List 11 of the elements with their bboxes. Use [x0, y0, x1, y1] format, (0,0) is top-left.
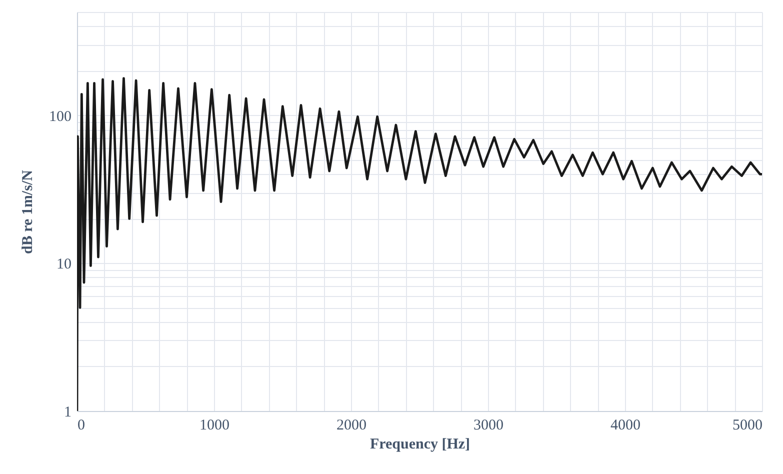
y-tick-label: 100 — [49, 108, 72, 125]
x-tick-label: 5000 — [732, 418, 762, 434]
x-tick-label: 1000 — [200, 418, 230, 434]
x-tick-label: 0 — [78, 418, 85, 434]
y-tick-label: 1 — [64, 404, 72, 420]
x-tick-label: 2000 — [336, 418, 366, 434]
y-tick-label: 10 — [56, 256, 72, 273]
x-tick-label: 3000 — [474, 418, 504, 434]
x-tick-label: 4000 — [610, 418, 640, 434]
x-axis-title: Frequency [Hz] — [370, 436, 470, 452]
y-axis-title: dB re 1m/s/N — [20, 170, 36, 254]
